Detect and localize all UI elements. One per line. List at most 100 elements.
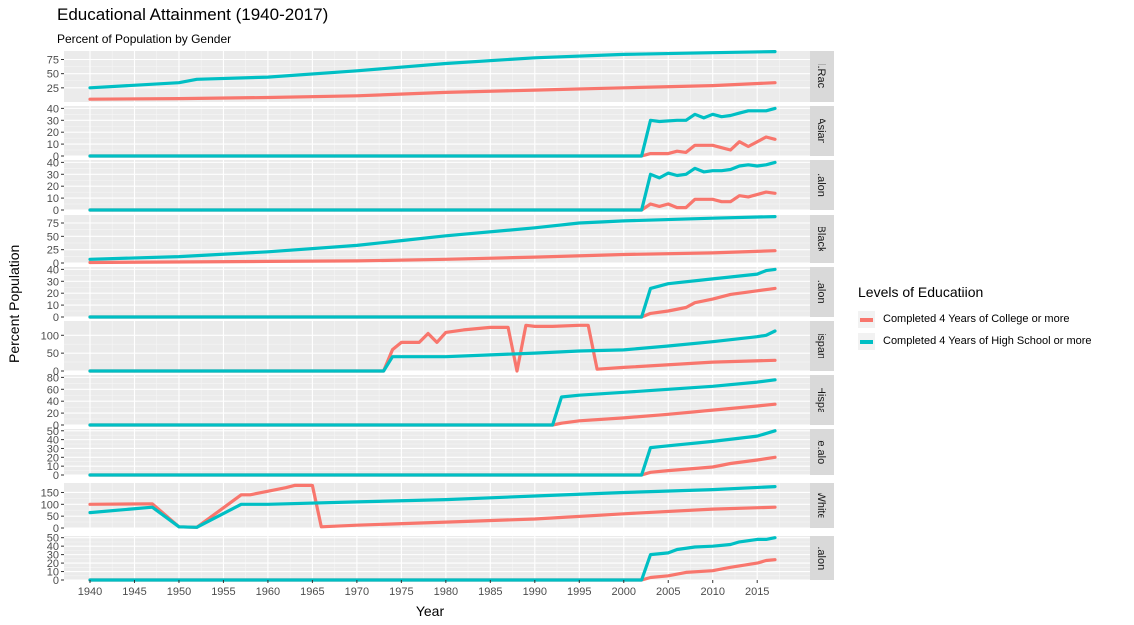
panel-1-y-tick-label: 0 xyxy=(53,151,59,163)
panel-2-strip-label: Asian.alone.or... xyxy=(815,146,827,225)
panel-4-strip-label: Black.alone.or... xyxy=(815,253,827,331)
panel-0-y-tick-label: 25 xyxy=(47,83,59,95)
panel-4-y-tick-label: 0 xyxy=(53,312,59,324)
panel-7-y-tick-label: 40 xyxy=(47,435,59,447)
panel-9-background xyxy=(64,536,810,580)
panel-0-series-high-school xyxy=(88,49,777,90)
x-tick-label: 1950 xyxy=(167,586,191,598)
x-tick-label: 1955 xyxy=(211,586,235,598)
panel-3-y-tick-label: 25 xyxy=(47,245,59,257)
chart-subtitle: Percent of Population by Gender xyxy=(57,32,232,46)
panel-4-series-high-school xyxy=(88,267,777,319)
panel-7-series-high-school xyxy=(88,429,777,477)
panel-6-background xyxy=(64,375,810,425)
panel-9-series-college xyxy=(88,558,777,582)
panel-4-y-tick-label: 10 xyxy=(47,300,59,312)
panel-1-strip-label: Asian xyxy=(815,117,827,145)
panel-1-series-high-school xyxy=(88,106,777,158)
x-tick-label: 2005 xyxy=(656,586,680,598)
panel-4-y-tick-label: 30 xyxy=(47,276,59,288)
panel-7-background xyxy=(64,429,810,475)
legend-item-high-school: Completed 4 Years of High School or more xyxy=(858,330,1092,352)
panel-1-series-college xyxy=(88,135,777,158)
panel-3-strip xyxy=(810,215,834,263)
x-tick-label: 1970 xyxy=(345,586,369,598)
panel-6-y-tick-label: 20 xyxy=(47,408,59,420)
legend: Levels of Educatiion Completed 4 Years o… xyxy=(858,284,1092,352)
legend-key-high-school xyxy=(858,332,875,350)
panel-4-y-tick-label: 40 xyxy=(47,264,59,276)
panel-9-y-tick-label: 10 xyxy=(47,567,59,579)
panel-1-y-tick-label: 40 xyxy=(47,103,59,115)
panel-9-strip-label: White.alone.or... xyxy=(815,518,827,598)
panel-8-y-tick-label: 100 xyxy=(41,499,59,511)
panel-2-y-tick-label: 10 xyxy=(47,193,59,205)
panel-6-series-high-school xyxy=(88,378,777,427)
panel-0-y-tick-label: 50 xyxy=(47,69,59,81)
panel-2-series-college xyxy=(88,190,777,212)
panel-2-strip xyxy=(810,160,834,210)
panel-4-y-tick-label: 20 xyxy=(47,288,59,300)
panel-5-y-tick-label: 100 xyxy=(41,330,59,342)
panel-2-y-tick-label: 30 xyxy=(47,169,59,181)
panel-5-series-high-school xyxy=(88,329,777,373)
panel-7-y-tick-label: 0 xyxy=(53,470,59,482)
panel-7-y-tick-label: 50 xyxy=(47,426,59,438)
panel-6-y-tick-label: 0 xyxy=(53,420,59,432)
panel-6-y-tick-label: 60 xyxy=(47,384,59,396)
panel-2-y-tick-label: 40 xyxy=(47,157,59,169)
panel-0-series-college xyxy=(88,81,777,101)
panel-4-background xyxy=(64,267,810,317)
panel-7-strip-label: White.alone... xyxy=(815,418,827,485)
panel-1-background xyxy=(64,106,810,156)
x-tick-label: 2010 xyxy=(700,586,724,598)
panel-4-strip xyxy=(810,267,834,317)
panel-6-y-tick-label: 80 xyxy=(47,372,59,384)
x-tick-label: 1960 xyxy=(256,586,280,598)
panel-3-y-tick-label: 50 xyxy=(47,231,59,243)
x-tick-label: 1980 xyxy=(434,586,458,598)
x-tick-label: 1985 xyxy=(478,586,502,598)
panel-7-y-tick-label: 10 xyxy=(47,461,59,473)
panel-6-strip-label: Non.Hispanic... xyxy=(815,363,827,438)
panel-7-y-tick-label: 20 xyxy=(47,452,59,464)
panel-5-y-tick-label: 50 xyxy=(47,348,59,360)
legend-key-college xyxy=(858,310,875,328)
panel-3-series-high-school xyxy=(88,215,777,261)
legend-label-high-school: Completed 4 Years of High School or more xyxy=(883,335,1092,347)
panel-6-y-tick-label: 40 xyxy=(47,396,59,408)
panel-8-y-tick-label: 0 xyxy=(53,523,59,535)
panel-3-strip-label: Black xyxy=(815,226,827,253)
panel-6-series-college xyxy=(88,402,777,427)
panel-2-y-tick-label: 0 xyxy=(53,205,59,217)
panel-8-strip-label: White xyxy=(815,491,827,519)
x-tick-label: 2000 xyxy=(612,586,636,598)
x-tick-label: 1945 xyxy=(122,586,146,598)
panel-8-series-high-school xyxy=(88,485,777,529)
panel-0-background xyxy=(64,51,810,102)
x-tick-label: 1975 xyxy=(389,586,413,598)
panel-9-strip xyxy=(810,536,834,580)
panel-7-strip xyxy=(810,429,834,475)
panel-1-y-tick-label: 20 xyxy=(47,127,59,139)
x-tick-label: 1995 xyxy=(567,586,591,598)
chart-title: Educational Attainment (1940-2017) xyxy=(57,5,329,24)
panel-4-series-college xyxy=(88,286,777,319)
panel-0-strip xyxy=(810,51,834,102)
panel-1-strip xyxy=(810,106,834,156)
panel-9-y-tick-label: 20 xyxy=(47,558,59,570)
x-axis-label: Year xyxy=(415,603,445,619)
panel-9-y-tick-label: 30 xyxy=(47,550,59,562)
panel-1-y-tick-label: 10 xyxy=(47,139,59,151)
panel-9-series-high-school xyxy=(88,536,777,582)
panel-5-strip xyxy=(810,321,834,371)
panel-5-y-tick-label: 0 xyxy=(53,366,59,378)
panel-9-y-tick-label: 0 xyxy=(53,575,59,587)
panel-9-y-tick-label: 40 xyxy=(47,541,59,553)
panel-2-y-tick-label: 20 xyxy=(47,181,59,193)
panel-6-strip xyxy=(810,375,834,425)
panel-3-series-college xyxy=(88,249,777,265)
panel-5-series-college xyxy=(88,323,777,373)
legend-label-college: Completed 4 Years of College or more xyxy=(883,313,1070,325)
